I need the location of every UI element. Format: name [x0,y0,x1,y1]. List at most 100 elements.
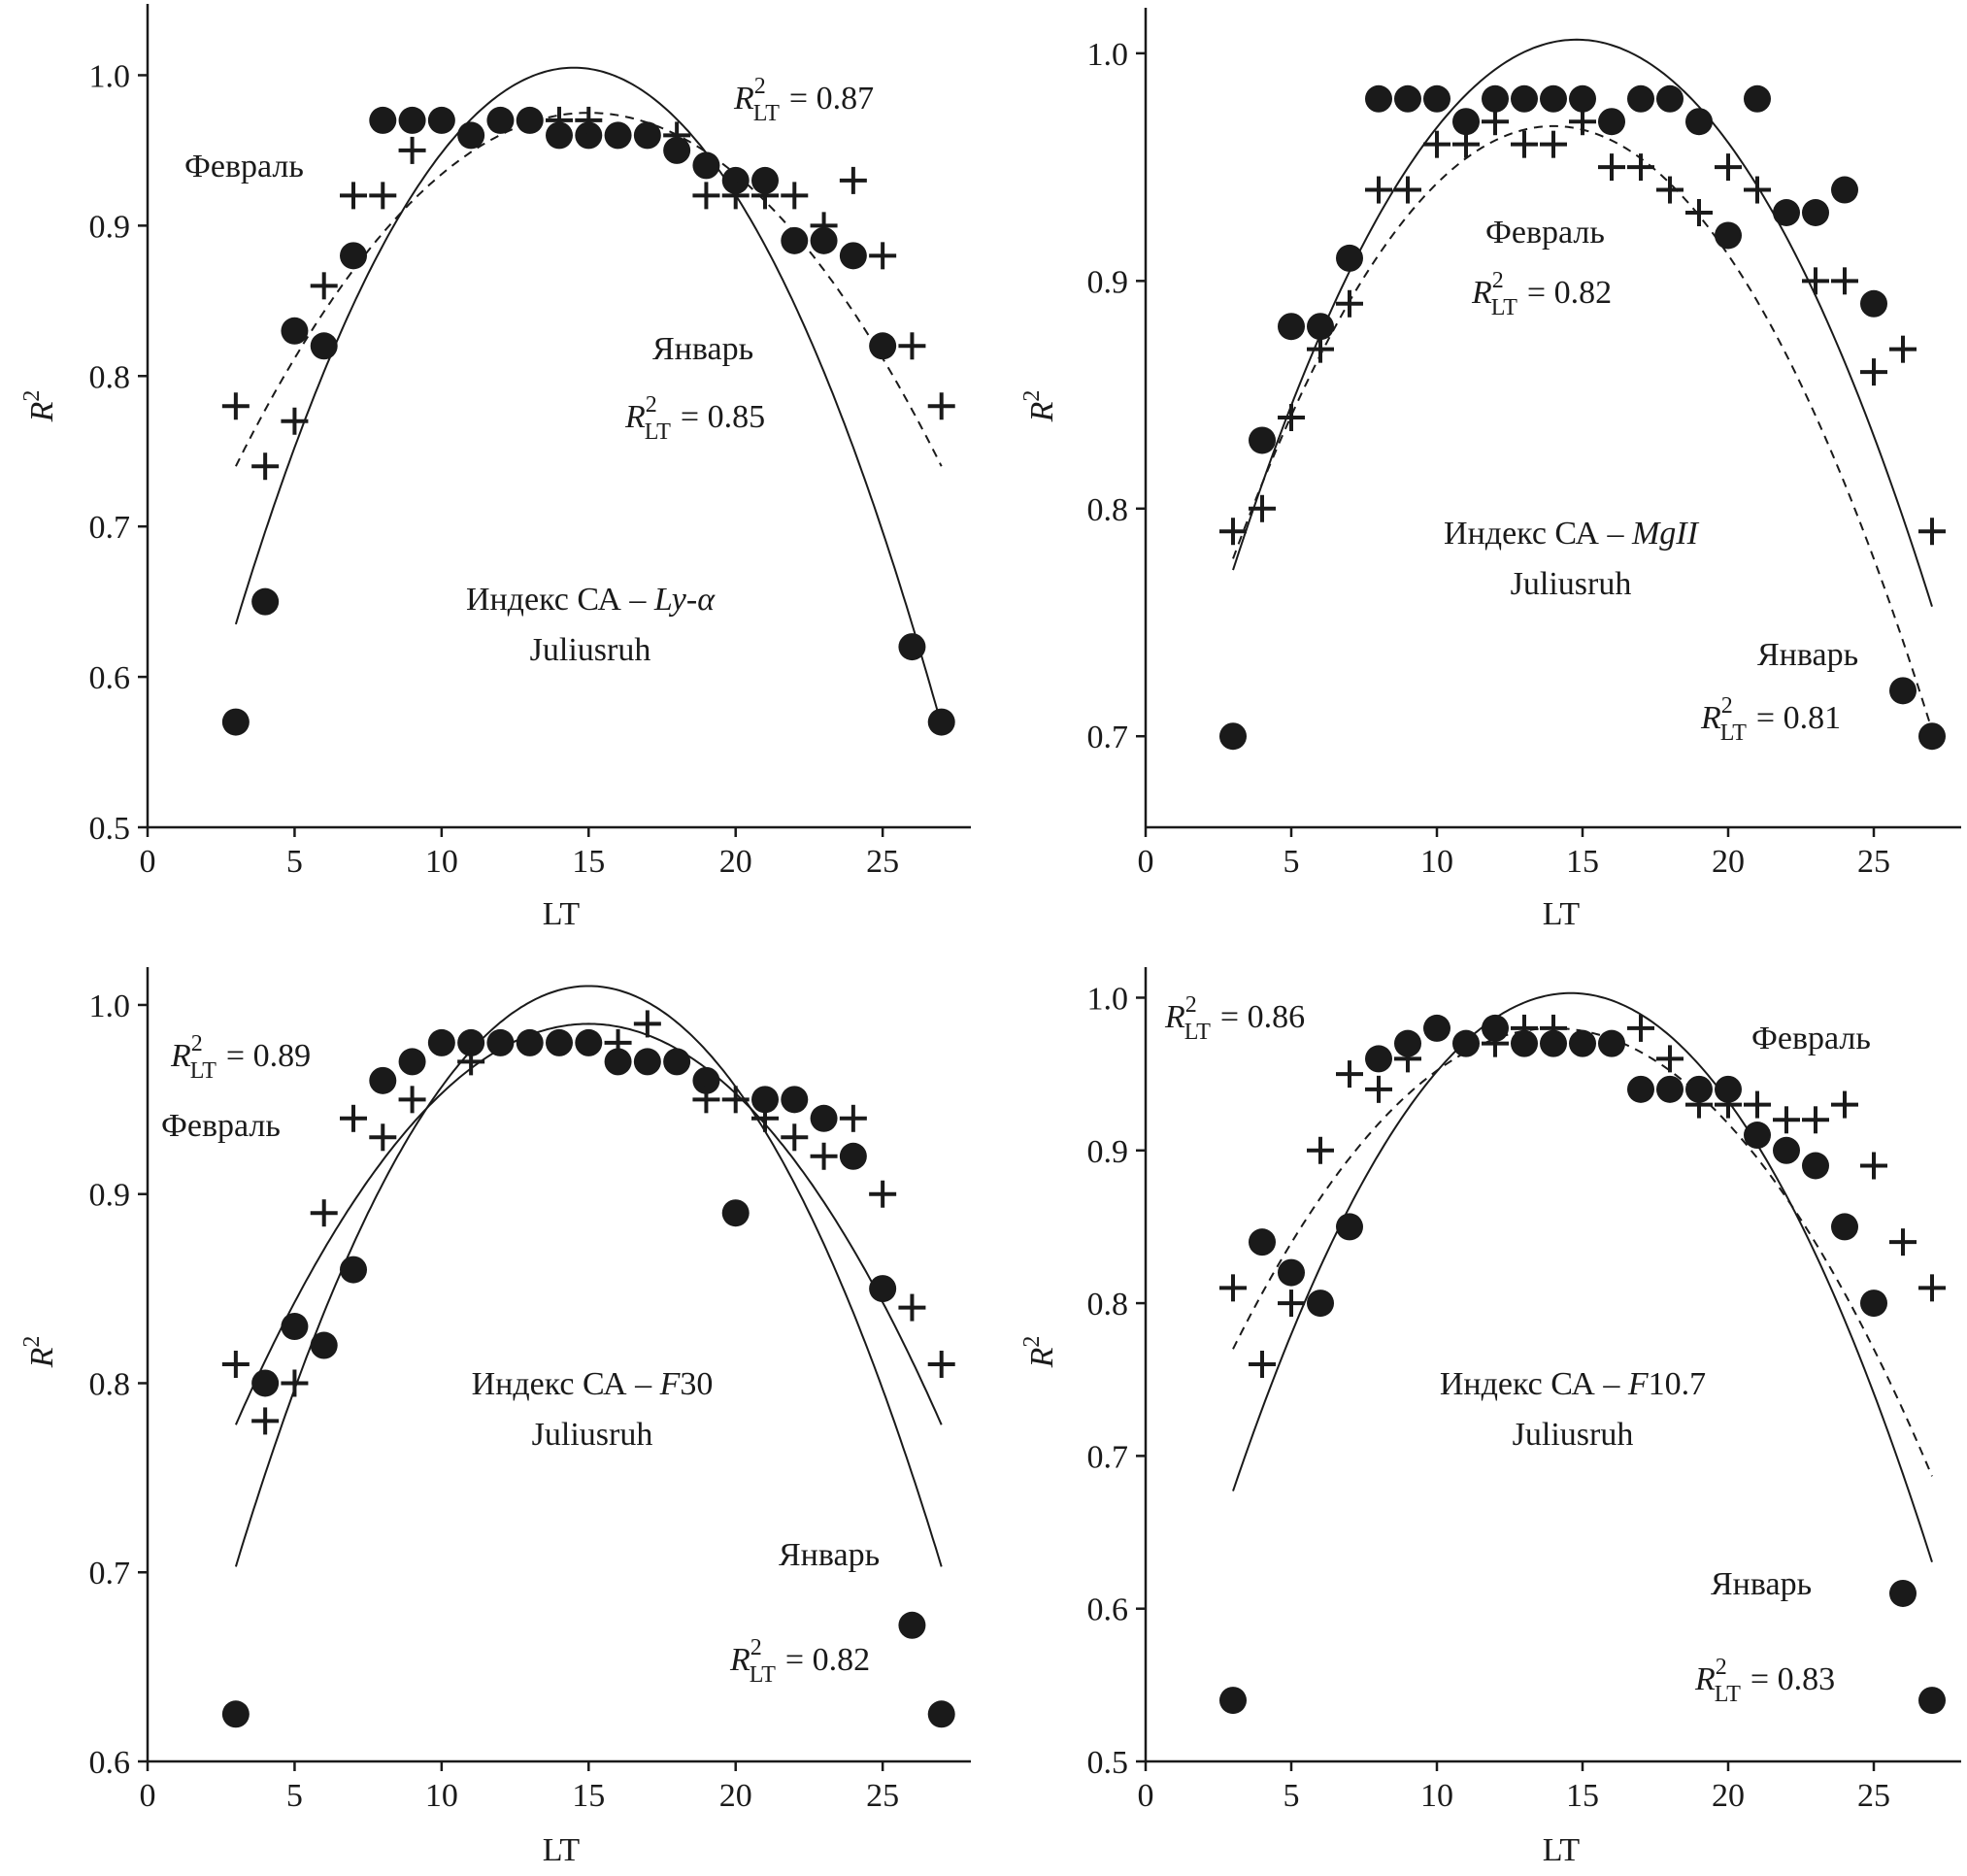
january-point [1219,1687,1247,1715]
january-point [1744,84,1771,113]
january-point [1307,1290,1334,1318]
january-point [1598,108,1625,136]
february-point [1540,130,1567,158]
february-point [281,407,309,435]
january-point [604,1048,632,1076]
february-point [1656,176,1684,204]
y-tick-label: 0.6 [89,1745,131,1781]
r2-value: = 0.81 [1756,700,1841,736]
y-tick-label: 0.5 [1087,1745,1129,1781]
january-point [398,1048,426,1076]
january-point [898,1611,926,1639]
y-tick-label: 0.7 [1087,1439,1129,1475]
january-point [781,1086,809,1114]
y-tick-label: 0.8 [89,359,131,395]
january-point [1715,1075,1742,1103]
february-point [751,182,779,210]
index-label: Индекс СА – MgII [1444,516,1700,552]
february-point [546,106,573,134]
r2-symbol: R [1164,999,1185,1035]
station-label: Juliusruh [1511,566,1632,602]
y-axis-label-main: R [1024,1347,1060,1368]
index-label-prefix: Индекс СА – [466,582,654,618]
y-axis-label-main: R [24,401,60,422]
january-point [1831,176,1858,204]
february-point [1365,176,1392,204]
month-label: Февраль [1751,1021,1871,1056]
january-point [1744,1122,1771,1150]
y-axis-label: R2 [19,1336,60,1369]
y-tick-label: 0.7 [1087,720,1129,755]
index-name: F [659,1366,682,1402]
january-point [1394,84,1421,113]
january-point [633,1048,661,1076]
index-name: Ly-α [653,582,716,618]
y-tick-label: 0.6 [89,660,131,696]
index-name: F [1627,1366,1650,1402]
month-label: Февраль [1485,215,1605,251]
february-point [839,166,867,194]
february-point [869,242,897,270]
february-point [310,1199,338,1227]
r2-sup: 2 [1492,268,1504,293]
x-tick-label: 25 [1857,844,1890,880]
x-tick-label: 15 [1566,1778,1599,1814]
february-point [1802,267,1829,295]
january-point [898,633,926,661]
x-tick-label: 0 [1138,844,1154,880]
r2-symbol: R [733,81,754,117]
r2-annotation: R2 LT = 0.86 [1164,992,1305,1045]
y-axis-label-main: R [24,1347,60,1368]
february-point [1219,1274,1247,1302]
january-point [251,1369,280,1397]
january-point [692,151,720,180]
january-point [1889,1579,1917,1607]
x-axis-label: LT [543,1832,581,1868]
january-point [369,1066,397,1094]
january-point [1365,1045,1392,1073]
y-tick-label: 0.9 [89,1178,131,1214]
february-point [1336,289,1363,318]
station-label: Juliusruh [532,1417,653,1453]
january-point [369,106,397,134]
y-axis-label-main: R [1024,401,1060,422]
february-point [1307,1136,1334,1164]
february-point [1482,1029,1509,1057]
r2-symbol: R [1694,1661,1716,1697]
january-point [1831,1213,1858,1241]
r2-sup: 2 [754,74,766,99]
x-tick-label: 25 [1857,1778,1890,1814]
r2-value: = 0.86 [1220,999,1305,1035]
january-point [1569,1029,1596,1057]
february-point [1802,1106,1829,1134]
january-point [927,1700,955,1728]
january-point [1249,1228,1276,1256]
january-point [1656,84,1684,113]
month-label: Январь [1757,637,1858,673]
january-point [1452,1029,1480,1057]
january-point [427,106,455,134]
january-point [1423,84,1450,113]
january-point [340,242,367,270]
january-point [1394,1029,1421,1057]
index-label-prefix: Индекс СА – [1440,1366,1628,1402]
january-point [721,1199,750,1227]
february-point [1394,176,1421,204]
r2-annotation: R2 LT = 0.89 [170,1031,311,1084]
february-point [1423,130,1450,158]
february-point [221,392,250,420]
january-point [751,1086,779,1114]
y-axis-label-sup: 2 [19,390,45,402]
january-point [340,1256,367,1284]
january-point [1656,1075,1684,1103]
x-tick-label: 0 [140,1778,156,1814]
january-point [1685,1075,1713,1103]
february-point [1307,335,1334,363]
january-point [721,166,750,194]
month-label: Январь [779,1537,880,1573]
january-point [1365,84,1392,113]
february-point [1656,1045,1684,1073]
february-point [869,1180,897,1208]
